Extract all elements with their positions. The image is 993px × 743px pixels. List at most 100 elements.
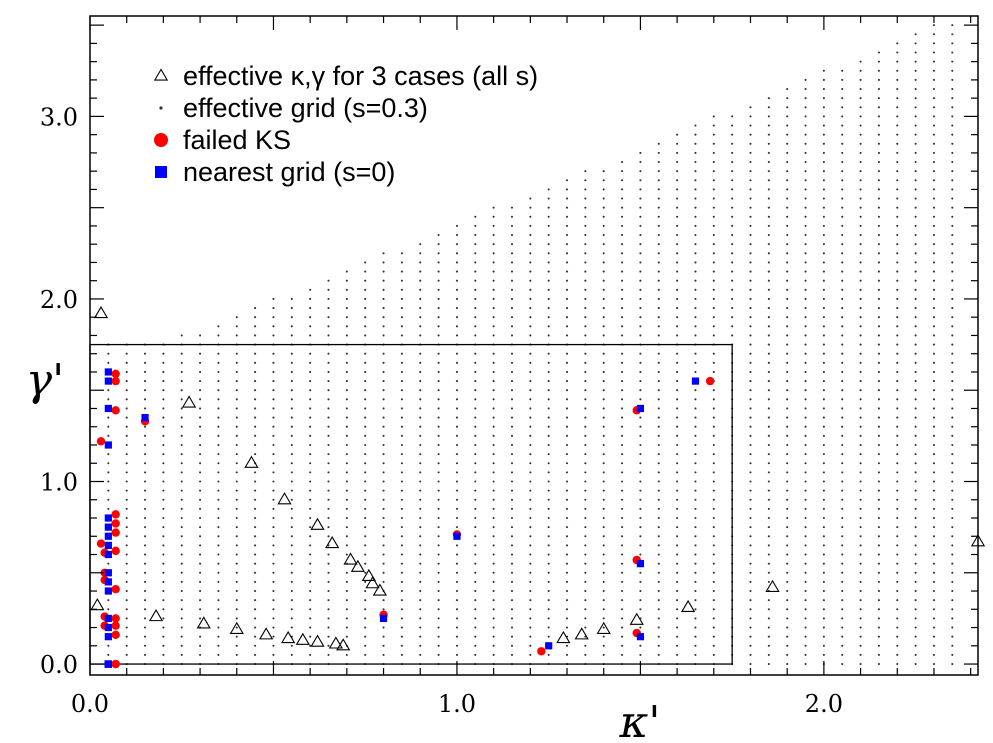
grid-point — [676, 316, 679, 319]
grid-point — [474, 653, 477, 656]
grid-point — [841, 170, 844, 173]
nearest-grid-marker — [104, 614, 112, 623]
grid-point — [382, 297, 385, 301]
grid-point — [565, 644, 569, 647]
grid-point — [492, 206, 495, 209]
grid-point — [474, 516, 477, 520]
failed-ks-marker — [111, 369, 120, 378]
grid-point — [584, 626, 587, 629]
grid-point — [932, 261, 936, 264]
grid-point — [786, 160, 789, 164]
y-tick-label: 0.0 — [40, 651, 78, 679]
grid-point — [474, 389, 477, 392]
grid-point — [272, 361, 275, 364]
grid-point — [199, 644, 202, 647]
grid-point — [841, 635, 844, 638]
grid-point — [804, 480, 807, 483]
grid-point — [639, 489, 642, 492]
grid-point — [951, 617, 954, 620]
grid-point — [272, 589, 275, 593]
grid-point — [327, 307, 330, 310]
grid-point — [786, 398, 789, 401]
grid-point — [547, 608, 550, 611]
grid-point — [217, 526, 220, 529]
grid-point — [199, 398, 202, 401]
grid-point — [694, 224, 697, 227]
grid-point — [749, 279, 752, 282]
grid-point — [529, 215, 532, 218]
grid-point — [510, 626, 514, 629]
grid-point — [382, 307, 385, 310]
grid-point — [272, 352, 275, 355]
grid-point — [547, 580, 550, 583]
grid-point — [676, 188, 679, 191]
grid-point — [676, 443, 679, 447]
grid-point — [437, 361, 440, 364]
grid-point — [676, 562, 679, 565]
grid-point — [749, 416, 752, 419]
grid-point — [694, 279, 697, 282]
grid-point — [547, 215, 550, 218]
grid-point — [896, 416, 899, 419]
grid-point — [804, 544, 807, 547]
grid-point — [272, 425, 275, 428]
grid-point — [455, 553, 458, 556]
grid-point — [639, 288, 642, 291]
grid-point — [914, 562, 917, 565]
grid-point — [621, 434, 624, 437]
grid-point — [602, 626, 605, 629]
grid-point — [584, 507, 587, 510]
grid-point — [914, 170, 917, 173]
grid-point — [841, 261, 844, 264]
grid-point — [162, 443, 165, 447]
grid-point — [804, 626, 807, 629]
grid-point — [272, 489, 275, 492]
grid-point — [731, 316, 734, 319]
grid-point — [217, 361, 220, 364]
grid-point — [914, 434, 917, 437]
grid-point — [859, 188, 862, 191]
grid-point — [896, 243, 899, 246]
grid-point — [914, 453, 917, 456]
grid-point — [547, 462, 550, 465]
grid-point — [859, 498, 862, 501]
grid-point — [621, 462, 624, 465]
grid-point — [602, 398, 605, 401]
grid-point — [804, 535, 807, 538]
grid-point — [199, 589, 202, 593]
grid-point — [602, 188, 605, 191]
grid-point — [914, 42, 917, 45]
grid-point — [804, 580, 807, 583]
grid-point — [639, 188, 642, 191]
grid-point — [162, 617, 165, 620]
grid-point — [437, 380, 440, 383]
grid-point — [932, 106, 936, 109]
grid-point — [712, 316, 715, 319]
grid-point — [932, 653, 936, 656]
grid-point — [877, 215, 880, 218]
grid-point — [492, 571, 495, 574]
grid-point — [400, 507, 403, 510]
grid-point — [676, 589, 679, 593]
grid-point — [786, 124, 789, 127]
grid-point — [712, 115, 715, 118]
triangle-marker — [574, 627, 589, 640]
grid-point — [621, 599, 624, 602]
grid-point — [694, 608, 697, 611]
grid-point — [896, 443, 899, 447]
grid-point — [419, 535, 422, 538]
grid-point — [602, 361, 605, 364]
grid-point — [419, 480, 422, 483]
grid-point — [657, 589, 660, 593]
grid-point — [309, 589, 312, 593]
grid-point — [107, 462, 110, 465]
x-tick-label: 1.0 — [438, 690, 476, 718]
grid-point — [822, 608, 825, 611]
grid-point — [657, 398, 660, 401]
grid-point — [841, 626, 844, 629]
grid-point — [822, 316, 825, 319]
grid-point — [529, 526, 532, 529]
grid-point — [767, 288, 770, 291]
grid-point — [822, 151, 825, 154]
grid-point — [804, 234, 807, 237]
